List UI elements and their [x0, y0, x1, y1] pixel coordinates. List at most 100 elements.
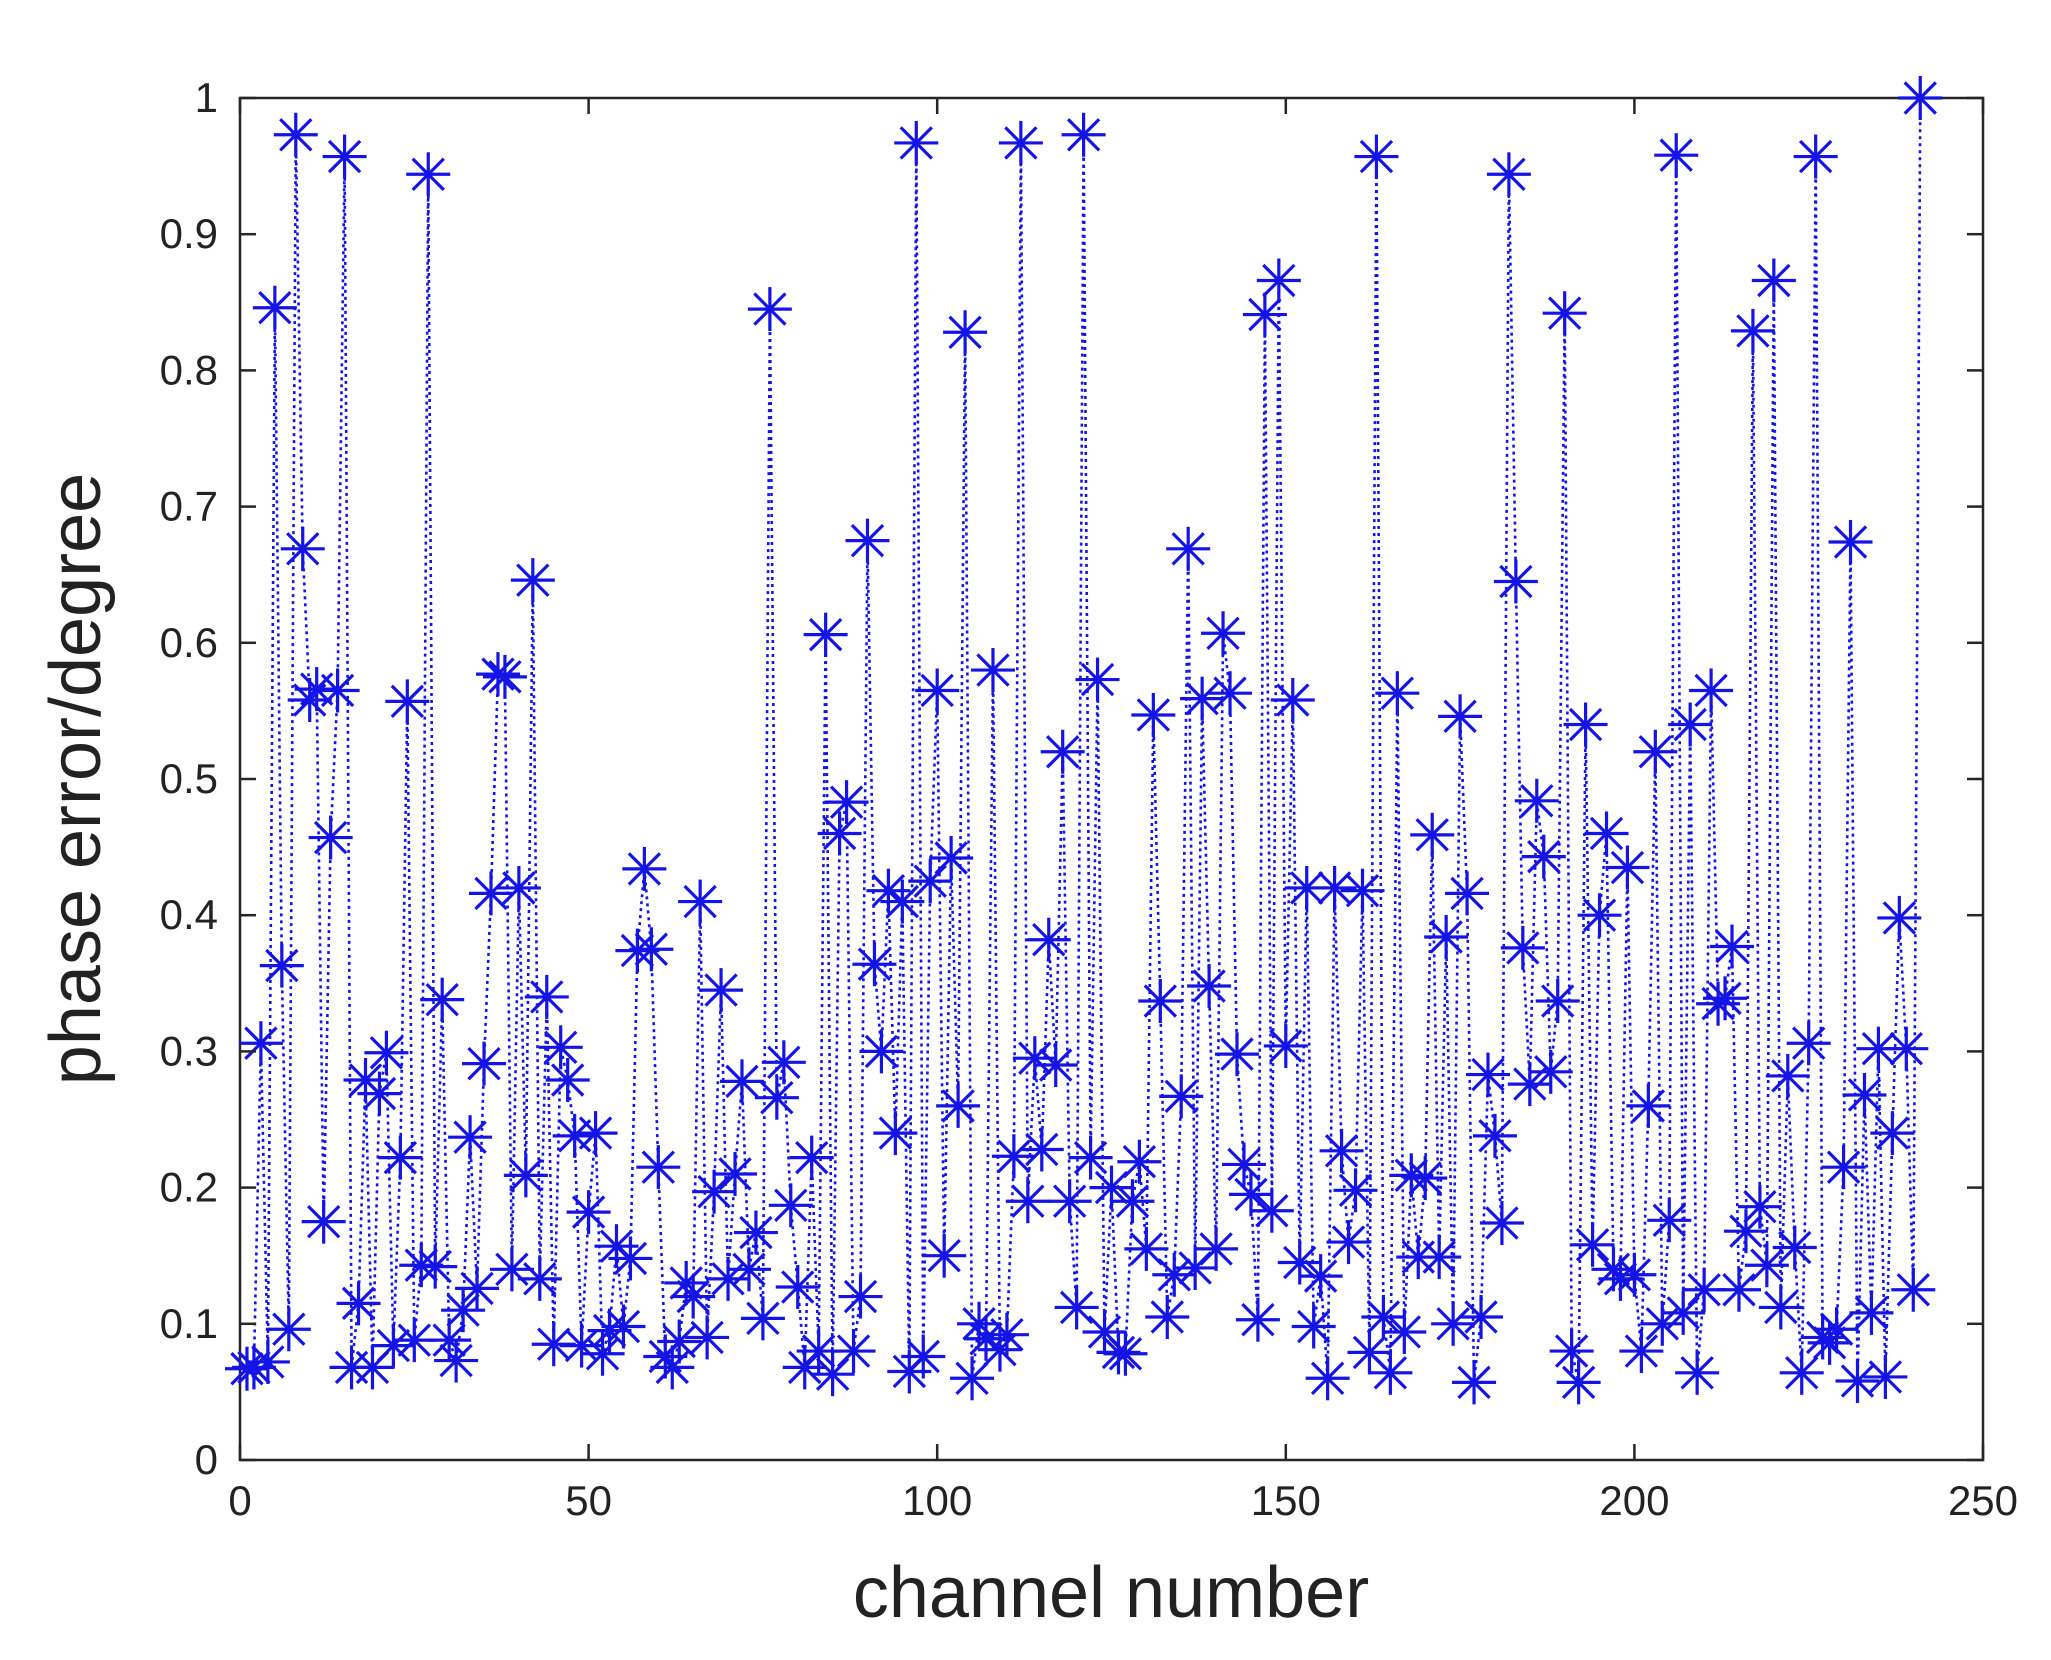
- data-point-asterisk: [455, 1266, 500, 1311]
- data-point-asterisk: [775, 1265, 820, 1310]
- data-point-asterisk: [434, 1338, 479, 1383]
- x-tick-label: 100: [902, 1477, 972, 1524]
- data-point-asterisk: [1040, 729, 1085, 774]
- data-point-asterisk: [1716, 1267, 1761, 1312]
- data-point-asterisk: [1103, 1331, 1148, 1376]
- data-point-asterisk: [1319, 1128, 1364, 1173]
- data-point-asterisk: [1486, 152, 1531, 197]
- data-point-asterisk: [315, 668, 360, 713]
- data-point-asterisk: [1166, 526, 1211, 571]
- data-point-asterisk: [664, 1260, 709, 1305]
- data-point-asterisk: [1737, 1184, 1782, 1229]
- y-tick-label: 0: [195, 1436, 218, 1483]
- data-point-asterisk: [1675, 1350, 1720, 1395]
- data-point-asterisk: [622, 846, 667, 891]
- data-point-asterisk: [1403, 1156, 1448, 1201]
- data-point-asterisk: [413, 1244, 458, 1289]
- data-point-asterisk: [998, 120, 1043, 165]
- data-point-asterisk: [489, 1247, 534, 1292]
- y-tick-label: 1: [195, 74, 218, 121]
- data-point-asterisk: [1382, 1309, 1427, 1354]
- data-point-asterisk: [1047, 1179, 1092, 1224]
- data-point-asterisk: [573, 1111, 618, 1156]
- data-point-asterisk: [1138, 979, 1183, 1024]
- data-point-asterisk: [1075, 657, 1120, 702]
- data-point-asterisk: [1054, 1285, 1099, 1330]
- data-point-asterisk: [817, 811, 862, 856]
- data-point-asterisk: [1563, 702, 1608, 747]
- data-point-asterisk: [657, 1319, 702, 1364]
- x-tick-label: 200: [1599, 1477, 1669, 1524]
- data-point-asterisk: [301, 1199, 346, 1244]
- data-point-asterisk: [336, 1281, 381, 1326]
- data-point-asterisk: [1507, 1062, 1552, 1107]
- data-point-asterisk: [1626, 1083, 1671, 1128]
- data-point-asterisk: [733, 1210, 778, 1255]
- data-point-asterisk: [1214, 1032, 1259, 1077]
- data-point-asterisk: [1438, 694, 1483, 739]
- data-point-asterisk: [1514, 778, 1559, 823]
- x-tick-label: 150: [1251, 1477, 1321, 1524]
- data-point-asterisk: [1459, 1294, 1504, 1339]
- data-point-asterisk: [1779, 1350, 1824, 1395]
- data-point-asterisk: [678, 879, 723, 924]
- data-point-asterisk: [1898, 76, 1943, 120]
- data-point-asterisk: [1682, 1267, 1727, 1312]
- data-point-asterisk: [1842, 1072, 1887, 1117]
- data-point-asterisk: [1849, 1290, 1894, 1335]
- data-point-asterisk: [1689, 668, 1734, 713]
- data-point-asterisk: [1479, 1201, 1524, 1246]
- plot-area-frame: [238, 96, 1985, 1462]
- data-point-asterisk: [740, 1296, 785, 1341]
- data-point-asterisk: [1521, 834, 1566, 879]
- data-point-asterisk: [1863, 1354, 1908, 1399]
- y-tick-label: 0.4: [160, 891, 218, 938]
- data-point-asterisk: [1723, 1209, 1768, 1254]
- data-point-asterisk: [1068, 1135, 1113, 1180]
- data-point-asterisk: [496, 865, 541, 910]
- data-point-asterisk: [1019, 1127, 1064, 1172]
- data-point-asterisk: [713, 1151, 758, 1196]
- data-point-asterisk: [1228, 1172, 1273, 1217]
- data-point-asterisk: [929, 835, 974, 880]
- data-point-asterisk: [991, 1134, 1036, 1179]
- data-point-asterisk: [1354, 134, 1399, 179]
- data-point-asterisk: [1110, 1179, 1155, 1224]
- data-point-asterisk: [364, 1030, 409, 1075]
- data-point-asterisk: [1891, 1267, 1936, 1312]
- y-axis-title: phase error/degree: [36, 473, 116, 1085]
- data-point-asterisk: [1208, 671, 1253, 716]
- data-point-asterisk: [824, 780, 869, 825]
- data-point-asterisk: [1424, 914, 1469, 959]
- y-tick-label: 0.2: [160, 1164, 218, 1211]
- data-point-asterisk: [1194, 1226, 1239, 1271]
- data-point-asterisk: [468, 871, 513, 916]
- data-point-asterisk: [1633, 729, 1678, 774]
- y-tick-label: 0.9: [160, 210, 218, 257]
- data-point-asterisk: [1821, 1145, 1866, 1190]
- y-tick-label: 0.3: [160, 1027, 218, 1074]
- data-point-asterisk: [1884, 1026, 1929, 1071]
- data-point-asterisk: [915, 668, 960, 713]
- data-point-asterisk: [1751, 258, 1796, 303]
- y-tick-label: 0.7: [160, 483, 218, 530]
- data-point-asterisk: [1786, 1021, 1831, 1066]
- data-point-asterisk: [789, 1135, 834, 1180]
- data-point-asterisk: [420, 977, 465, 1022]
- data-point-asterisk: [524, 974, 569, 1019]
- data-point-asterisk: [719, 1059, 764, 1104]
- data-point-asterisk: [1263, 1023, 1308, 1068]
- data-point-asterisk: [1556, 1360, 1601, 1405]
- data-point-asterisk: [936, 1083, 981, 1128]
- data-point-asterisk: [1710, 924, 1755, 969]
- data-point-asterisk: [1758, 1285, 1803, 1330]
- data-point-asterisk: [1535, 979, 1580, 1024]
- data-point-asterisk: [1528, 1049, 1573, 1094]
- data-point-asterisk: [1061, 112, 1106, 157]
- data-point-asterisk: [1333, 1168, 1378, 1213]
- data-point-asterisk: [880, 879, 925, 924]
- data-point-asterisk: [754, 1075, 799, 1120]
- data-point-asterisk: [1814, 1307, 1859, 1352]
- data-point-asterisk: [1249, 1188, 1294, 1233]
